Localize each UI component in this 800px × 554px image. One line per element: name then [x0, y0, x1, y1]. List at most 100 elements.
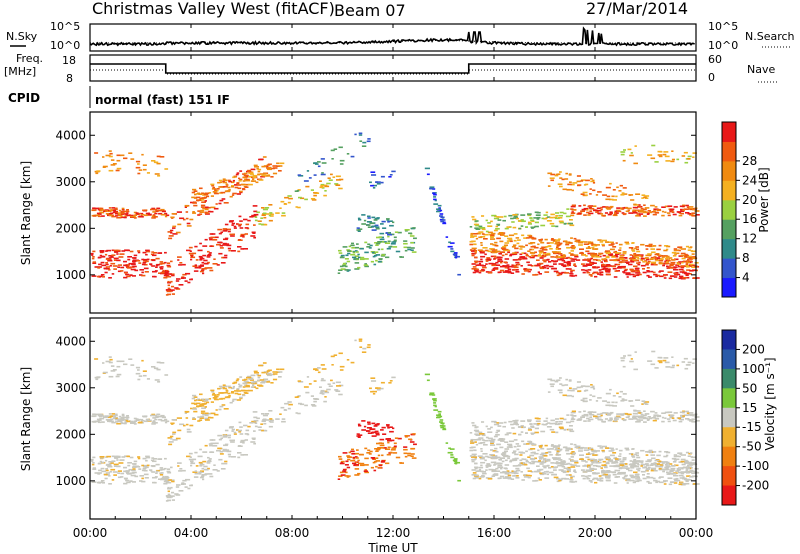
power-data-point [628, 247, 634, 249]
power-data-point [559, 171, 562, 173]
velocity-data-point [538, 468, 544, 471]
power-data-point [152, 214, 156, 216]
power-data-point [262, 212, 267, 215]
power-data-point [231, 185, 234, 187]
velocity-data-point [389, 430, 394, 433]
power-data-point [378, 236, 383, 238]
velocity-data-point [500, 457, 505, 459]
power-data-point [493, 267, 499, 269]
velocity-data-point [198, 473, 202, 475]
power-data-point [630, 152, 633, 154]
power-data-point [539, 252, 543, 254]
velocity-data-point [573, 443, 577, 446]
power-data-point [572, 209, 577, 211]
power-data-point [194, 245, 198, 248]
power-data-point [555, 225, 559, 228]
velocity-data-point [469, 446, 474, 449]
velocity-data-point [313, 400, 317, 403]
power-data-point [517, 263, 521, 266]
velocity-data-point [381, 460, 385, 462]
velocity-data-point [678, 420, 683, 423]
velocity-data-point [230, 392, 235, 394]
velocity-data-point [313, 368, 318, 370]
velocity-data-point [247, 375, 252, 378]
power-data-point [165, 272, 169, 275]
power-data-point [606, 270, 611, 272]
power-data-point [151, 265, 155, 267]
velocity-data-point [196, 405, 201, 407]
velocity-data-point [304, 404, 308, 407]
power-data-point [543, 265, 549, 267]
velocity-data-point [500, 453, 506, 455]
velocity-data-point [120, 360, 125, 363]
velocity-data-point [530, 432, 536, 435]
velocity-data-point [138, 421, 143, 424]
power-data-point [355, 251, 359, 253]
velocity-data-point [685, 410, 689, 413]
power-data-point [374, 254, 378, 257]
velocity-data-point [691, 472, 696, 474]
velocity-data-point [340, 462, 343, 464]
power-data-point [113, 249, 119, 252]
power-data-point [193, 270, 199, 272]
power-data-point [111, 207, 116, 209]
power-data-point [667, 258, 670, 260]
power-data-point [515, 261, 520, 264]
power-data-point [686, 206, 690, 208]
velocity-data-point [107, 419, 112, 421]
power-data-point [586, 209, 589, 211]
velocity-data-point [565, 421, 571, 424]
velocity-data-point [523, 443, 527, 445]
velocity-data-point [569, 425, 573, 427]
power-data-point [118, 209, 122, 212]
power-data-point [539, 257, 544, 259]
power-data-point [569, 257, 572, 260]
power-data-point [631, 242, 634, 244]
velocity-data-point [262, 414, 268, 417]
power-data-point [105, 210, 108, 212]
velocity-data-point [638, 419, 644, 421]
velocity-data-point [665, 461, 670, 464]
power-data-point [601, 239, 607, 242]
velocity-data-point [279, 368, 285, 371]
power-data-point [642, 208, 647, 211]
velocity-data-point [504, 459, 508, 462]
velocity-data-point [478, 437, 484, 439]
velocity-data-point [646, 464, 650, 467]
velocity-data-point [373, 469, 377, 472]
velocity-data-point [661, 420, 665, 423]
velocity-data-point [393, 442, 397, 445]
power-data-point [100, 261, 105, 264]
power-data-point [673, 249, 678, 252]
power-data-point [633, 252, 637, 255]
velocity-data-point [120, 472, 125, 475]
velocity-data-point [206, 401, 210, 404]
power-data-point [126, 249, 130, 252]
power-data-point [330, 173, 333, 176]
velocity-data-point [547, 378, 553, 381]
velocity-data-point [532, 443, 537, 446]
power-data-point [501, 234, 505, 236]
power-data-point [201, 197, 207, 199]
power-data-point [121, 208, 125, 211]
velocity-data-point [490, 441, 495, 443]
velocity-data-point [558, 449, 562, 452]
power-data-point [627, 263, 633, 266]
power-data-point [338, 146, 343, 149]
velocity-data-point [539, 463, 544, 465]
velocity-data-point [485, 469, 488, 471]
power-data-point [599, 274, 604, 276]
power-data-point [682, 209, 685, 211]
power-data-point [171, 274, 175, 277]
velocity-data-point [589, 399, 592, 401]
power-data-point [520, 265, 523, 267]
velocity-data-point [543, 455, 548, 457]
velocity-data-point [386, 453, 391, 456]
power-data-point [596, 209, 602, 212]
velocity-data-point [269, 418, 273, 420]
velocity-data-point [648, 482, 652, 484]
velocity-data-point [195, 465, 199, 467]
power-data-point [496, 223, 501, 226]
power-data-point [297, 206, 301, 209]
